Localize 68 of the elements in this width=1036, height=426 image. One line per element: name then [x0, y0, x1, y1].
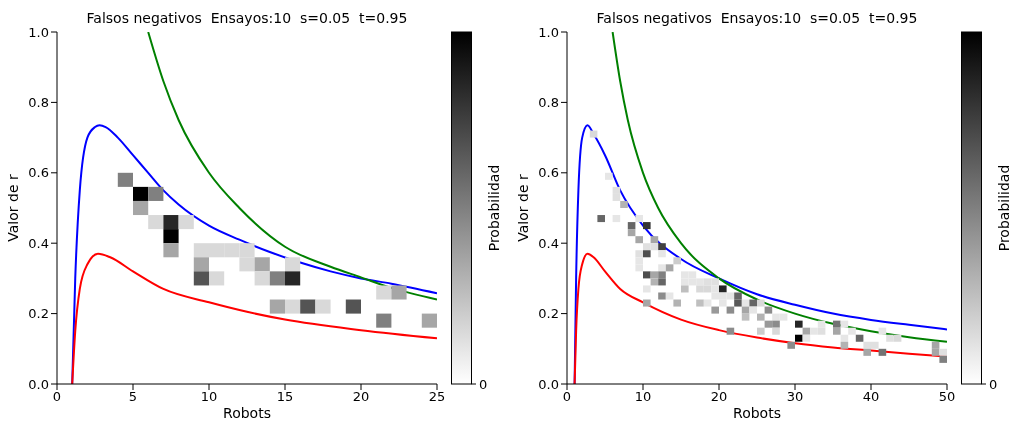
- point: [239, 257, 255, 272]
- y-tick-label: 1.0: [538, 24, 559, 40]
- point: [376, 285, 392, 300]
- x-axis-title: Robots: [223, 405, 271, 421]
- x-axis-title: Robots: [733, 405, 781, 421]
- y-tick-label: 1.0: [28, 24, 49, 40]
- point: [178, 215, 194, 230]
- point: [193, 243, 209, 258]
- y-tick-label: 0.0: [538, 376, 559, 392]
- y-tick-label: 0.4: [538, 235, 559, 251]
- y-tick-label: 0.8: [28, 95, 49, 111]
- point: [345, 299, 361, 314]
- chart-title: Falsos negativos Ensayos:10 s=0.05 t=0.95: [85, 10, 409, 26]
- point: [193, 271, 209, 286]
- y-tick-label: 0.0: [28, 376, 49, 392]
- point: [239, 243, 255, 258]
- line-series: [71, 252, 437, 384]
- y-tick-label: 0.6: [28, 165, 49, 181]
- point: [148, 186, 164, 201]
- y-tick-label: 0.2: [28, 306, 49, 322]
- color-bar-title: Probabilidad: [996, 164, 1012, 252]
- point: [209, 243, 225, 258]
- x-tick-label: 25: [428, 389, 446, 405]
- color-bar-title: Probabilidad: [486, 164, 502, 252]
- y-axis-title: Valor de r: [515, 174, 531, 242]
- point: [376, 313, 392, 328]
- point: [254, 271, 270, 286]
- x-tick-label: 50: [938, 389, 956, 405]
- line-series: [147, 32, 437, 301]
- point: [193, 257, 209, 272]
- point: [148, 215, 164, 230]
- point: [269, 271, 285, 286]
- point: [391, 285, 407, 300]
- point: [285, 271, 301, 286]
- point: [285, 257, 301, 272]
- x-tick-label: 10: [200, 389, 218, 405]
- x-tick-label: 40: [862, 389, 880, 405]
- point: [224, 243, 240, 258]
- point: [269, 299, 285, 314]
- point: [163, 215, 179, 230]
- point: [285, 299, 301, 314]
- x-tick-label: 10: [634, 389, 652, 405]
- point: [209, 271, 225, 286]
- text: 0: [989, 377, 998, 392]
- chart-title: Falsos negativos Ensayos:10 s=0.05 t=0.95: [595, 10, 919, 26]
- x-tick-label: 15: [276, 389, 294, 405]
- y-tick-label: 0.6: [538, 165, 559, 181]
- point: [133, 186, 149, 201]
- y-tick-label: 0.4: [28, 235, 49, 251]
- point: [254, 257, 270, 272]
- point: [315, 299, 331, 314]
- x-tick-label: 0: [52, 389, 62, 405]
- x-tick-label: 5: [128, 389, 138, 405]
- point: [421, 313, 437, 328]
- point: [300, 299, 316, 314]
- y-tick-label: 0.2: [538, 306, 559, 322]
- point: [163, 243, 179, 258]
- x-tick-label: 20: [710, 389, 728, 405]
- x-tick-label: 30: [786, 389, 804, 405]
- x-tick-label: 20: [352, 389, 370, 405]
- y-tick-label: 0.8: [538, 95, 559, 111]
- x-tick-label: 0: [562, 389, 572, 405]
- text: 0: [479, 377, 488, 392]
- line-series: [611, 32, 947, 343]
- point: [163, 229, 179, 244]
- point: [133, 200, 149, 216]
- point: [117, 172, 133, 187]
- y-axis-title: Valor de r: [5, 174, 21, 242]
